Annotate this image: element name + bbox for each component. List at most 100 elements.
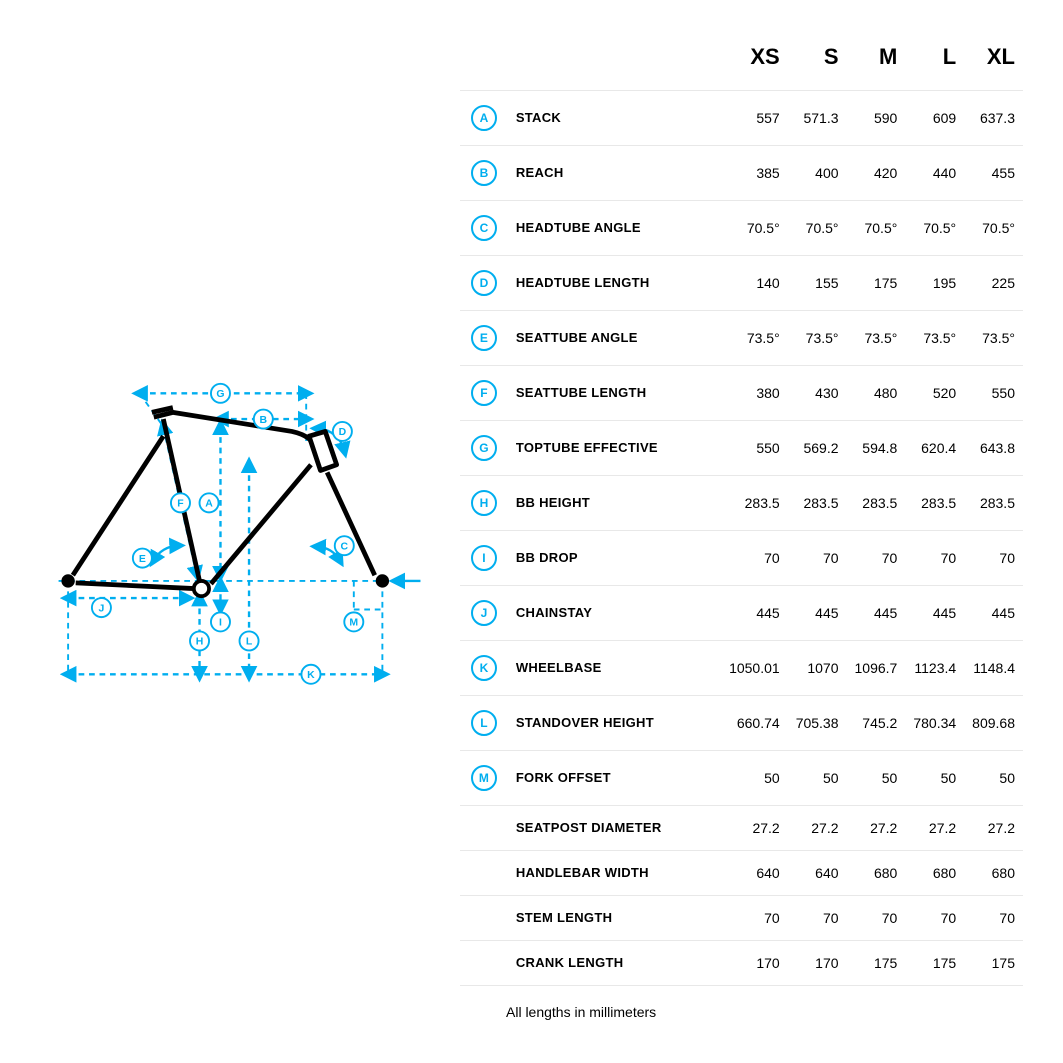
letter-badge: I bbox=[471, 545, 497, 571]
row-letter: D bbox=[460, 255, 508, 310]
letter-badge: J bbox=[471, 600, 497, 626]
size-header: L bbox=[905, 44, 964, 91]
cell-value: 569.2 bbox=[788, 420, 847, 475]
cell-value: 27.2 bbox=[964, 805, 1023, 850]
row-label: SEATTUBE ANGLE bbox=[508, 310, 721, 365]
row-letter: I bbox=[460, 530, 508, 585]
cell-value: 620.4 bbox=[905, 420, 964, 475]
letter-badge: M bbox=[471, 765, 497, 791]
cell-value: 1096.7 bbox=[847, 640, 906, 695]
cell-value: 637.3 bbox=[964, 90, 1023, 145]
svg-text:H: H bbox=[196, 637, 204, 648]
row-label: CHAINSTAY bbox=[508, 585, 721, 640]
row-label: CRANK LENGTH bbox=[508, 940, 721, 985]
letter-badge: K bbox=[471, 655, 497, 681]
cell-value: 50 bbox=[964, 750, 1023, 805]
row-label: HANDLEBAR WIDTH bbox=[508, 850, 721, 895]
diag-label-K: K bbox=[301, 665, 320, 684]
row-letter: K bbox=[460, 640, 508, 695]
row-label: STEM LENGTH bbox=[508, 895, 721, 940]
cell-value: 70.5° bbox=[847, 200, 906, 255]
cell-value: 225 bbox=[964, 255, 1023, 310]
svg-text:I: I bbox=[219, 618, 222, 629]
row-label: WHEELBASE bbox=[508, 640, 721, 695]
table-row: HANDLEBAR WIDTH640640680680680 bbox=[460, 850, 1023, 895]
frame-diagram: G B D A F E C J I H L M K bbox=[30, 360, 430, 703]
cell-value: 140 bbox=[721, 255, 788, 310]
cell-value: 27.2 bbox=[847, 805, 906, 850]
cell-value: 283.5 bbox=[721, 475, 788, 530]
geometry-table-container: XS S M L XL ASTACK557571.3590609637.3BRE… bbox=[440, 44, 1023, 1020]
row-letter: H bbox=[460, 475, 508, 530]
diag-label-L: L bbox=[240, 631, 259, 650]
diag-label-M: M bbox=[344, 612, 363, 631]
row-letter: G bbox=[460, 420, 508, 475]
table-row: CHEADTUBE ANGLE70.5°70.5°70.5°70.5°70.5° bbox=[460, 200, 1023, 255]
diag-label-H: H bbox=[190, 631, 209, 650]
row-letter: B bbox=[460, 145, 508, 200]
size-header: XL bbox=[964, 44, 1023, 91]
cell-value: 175 bbox=[964, 940, 1023, 985]
cell-value: 50 bbox=[721, 750, 788, 805]
cell-value: 1070 bbox=[788, 640, 847, 695]
cell-value: 175 bbox=[847, 940, 906, 985]
cell-value: 283.5 bbox=[964, 475, 1023, 530]
cell-value: 170 bbox=[721, 940, 788, 985]
cell-value: 73.5° bbox=[788, 310, 847, 365]
diag-label-B: B bbox=[254, 410, 273, 429]
cell-value: 70 bbox=[847, 530, 906, 585]
cell-value: 680 bbox=[847, 850, 906, 895]
cell-value: 175 bbox=[905, 940, 964, 985]
cell-value: 70 bbox=[964, 530, 1023, 585]
cell-value: 70 bbox=[721, 895, 788, 940]
cell-value: 27.2 bbox=[788, 805, 847, 850]
cell-value: 27.2 bbox=[905, 805, 964, 850]
svg-text:L: L bbox=[246, 637, 253, 648]
table-row: LSTANDOVER HEIGHT660.74705.38745.2780.34… bbox=[460, 695, 1023, 750]
cell-value: 745.2 bbox=[847, 695, 906, 750]
cell-value: 445 bbox=[905, 585, 964, 640]
geometry-table: XS S M L XL ASTACK557571.3590609637.3BRE… bbox=[460, 44, 1023, 986]
row-label: SEATPOST DIAMETER bbox=[508, 805, 721, 850]
cell-value: 400 bbox=[788, 145, 847, 200]
table-row: MFORK OFFSET5050505050 bbox=[460, 750, 1023, 805]
cell-value: 380 bbox=[721, 365, 788, 420]
cell-value: 70.5° bbox=[721, 200, 788, 255]
row-label: BB HEIGHT bbox=[508, 475, 721, 530]
letter-badge: D bbox=[471, 270, 497, 296]
table-row: CRANK LENGTH170170175175175 bbox=[460, 940, 1023, 985]
cell-value: 70.5° bbox=[905, 200, 964, 255]
cell-value: 70 bbox=[905, 530, 964, 585]
cell-value: 73.5° bbox=[964, 310, 1023, 365]
table-row: ESEATTUBE ANGLE73.5°73.5°73.5°73.5°73.5° bbox=[460, 310, 1023, 365]
cell-value: 155 bbox=[788, 255, 847, 310]
row-label: REACH bbox=[508, 145, 721, 200]
table-row: SEATPOST DIAMETER27.227.227.227.227.2 bbox=[460, 805, 1023, 850]
cell-value: 70 bbox=[964, 895, 1023, 940]
size-header: S bbox=[788, 44, 847, 91]
letter-badge: L bbox=[471, 710, 497, 736]
row-label: FORK OFFSET bbox=[508, 750, 721, 805]
letter-badge: A bbox=[471, 105, 497, 131]
diag-label-E: E bbox=[133, 549, 152, 568]
cell-value: 195 bbox=[905, 255, 964, 310]
cell-value: 809.68 bbox=[964, 695, 1023, 750]
letter-badge: H bbox=[471, 490, 497, 516]
row-letter: J bbox=[460, 585, 508, 640]
row-letter: E bbox=[460, 310, 508, 365]
cell-value: 385 bbox=[721, 145, 788, 200]
diag-label-I: I bbox=[211, 612, 230, 631]
table-row: GTOPTUBE EFFECTIVE550569.2594.8620.4643.… bbox=[460, 420, 1023, 475]
cell-value: 283.5 bbox=[905, 475, 964, 530]
diag-label-C: C bbox=[335, 536, 354, 555]
cell-value: 27.2 bbox=[721, 805, 788, 850]
cell-value: 70.5° bbox=[964, 200, 1023, 255]
footnote: All lengths in millimeters bbox=[460, 986, 1023, 1020]
table-row: KWHEELBASE1050.0110701096.71123.41148.4 bbox=[460, 640, 1023, 695]
svg-text:G: G bbox=[216, 389, 224, 400]
row-letter bbox=[460, 895, 508, 940]
cell-value: 70.5° bbox=[788, 200, 847, 255]
svg-text:A: A bbox=[205, 499, 213, 510]
row-letter bbox=[460, 850, 508, 895]
table-row: ASTACK557571.3590609637.3 bbox=[460, 90, 1023, 145]
